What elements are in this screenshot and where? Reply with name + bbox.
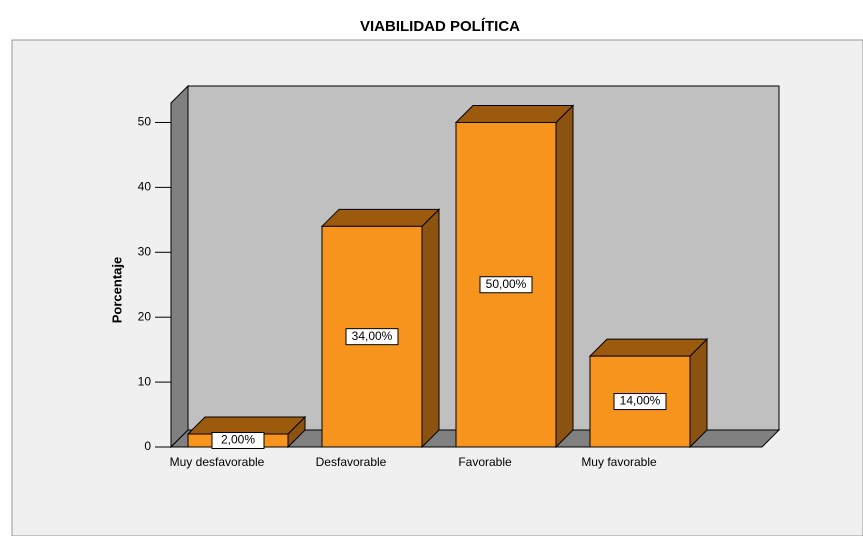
x-tick-label: Muy favorable — [581, 455, 657, 469]
y-tick-label: 10 — [138, 374, 152, 388]
value-label-box — [479, 276, 533, 294]
y-tick-label: 30 — [138, 244, 152, 258]
bar-top — [186, 416, 307, 435]
bar-side — [555, 104, 574, 449]
y-axis-label: Porcentaje — [109, 257, 124, 323]
bar-top — [454, 104, 575, 123]
bar-side — [421, 208, 440, 449]
x-tick-label: Muy desfavorable — [170, 455, 265, 469]
y-tick-label: 40 — [138, 180, 152, 194]
value-label: 34,00% — [352, 329, 393, 343]
y-tick-label: 50 — [138, 115, 152, 129]
y-tick-label: 20 — [138, 309, 152, 323]
bar-side — [689, 337, 708, 449]
y-tick-label: 0 — [144, 439, 151, 453]
bar-top — [320, 208, 441, 227]
value-label-box — [613, 393, 667, 411]
bar-top — [588, 338, 709, 357]
x-tick-label: Desfavorable — [316, 455, 387, 469]
value-label: 50,00% — [486, 277, 527, 291]
value-label: 2,00% — [221, 433, 255, 447]
value-label: 14,00% — [620, 394, 661, 408]
x-tick-label: Favorable — [458, 455, 512, 469]
value-label-box — [345, 328, 399, 346]
value-label-box — [211, 432, 265, 450]
chart-title: VIABILIDAD POLÍTICA — [360, 18, 520, 35]
side-wall — [170, 84, 189, 449]
